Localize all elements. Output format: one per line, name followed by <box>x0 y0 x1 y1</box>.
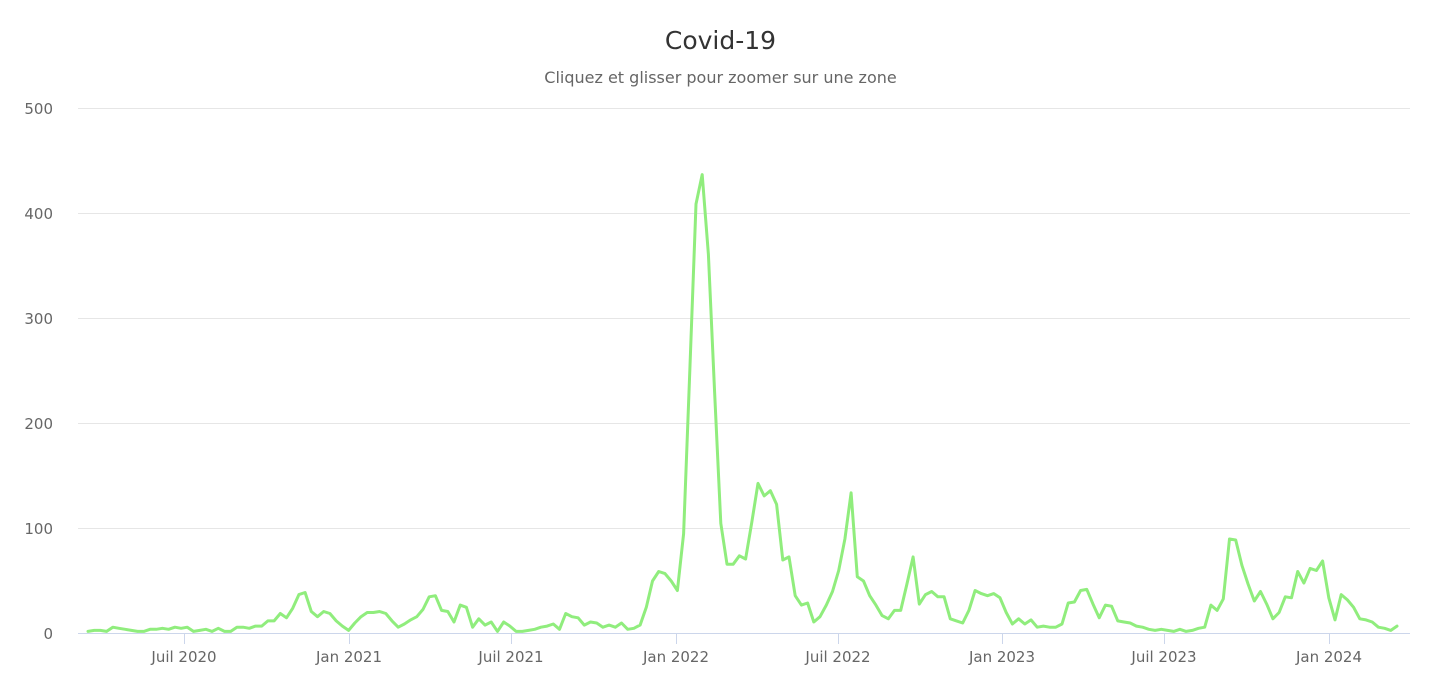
x-label-jan-2022: Jan 2022 <box>642 648 709 666</box>
chart-title: Covid-19 <box>664 26 777 55</box>
x-label-juil-2022: Juil 2022 <box>804 648 870 666</box>
x-label-juil-2020: Juil 2020 <box>150 648 216 666</box>
y-label-100: 100 <box>24 520 53 538</box>
x-label-juil-2023: Juil 2023 <box>1130 648 1196 666</box>
x-axis-ticks <box>184 634 1330 644</box>
y-axis-labels: 500 400 300 200 100 0 <box>24 100 53 643</box>
chart-subtitle: Cliquez et glisser pour zoomer sur une z… <box>544 68 897 87</box>
x-axis-labels: Juil 2020 Jan 2021 Juil 2021 Jan 2022 Ju… <box>150 648 1362 666</box>
x-label-jan-2021: Jan 2021 <box>315 648 382 666</box>
y-label-500: 500 <box>24 100 53 118</box>
y-label-200: 200 <box>24 415 53 433</box>
x-label-jan-2023: Jan 2023 <box>968 648 1035 666</box>
covid-series-line[interactable] <box>86 173 1399 633</box>
x-label-juil-2021: Juil 2021 <box>477 648 543 666</box>
y-gridlines <box>78 108 1410 529</box>
y-label-300: 300 <box>24 310 53 328</box>
y-label-0: 0 <box>43 625 53 643</box>
x-label-jan-2024: Jan 2024 <box>1295 648 1362 666</box>
y-label-400: 400 <box>24 205 53 223</box>
